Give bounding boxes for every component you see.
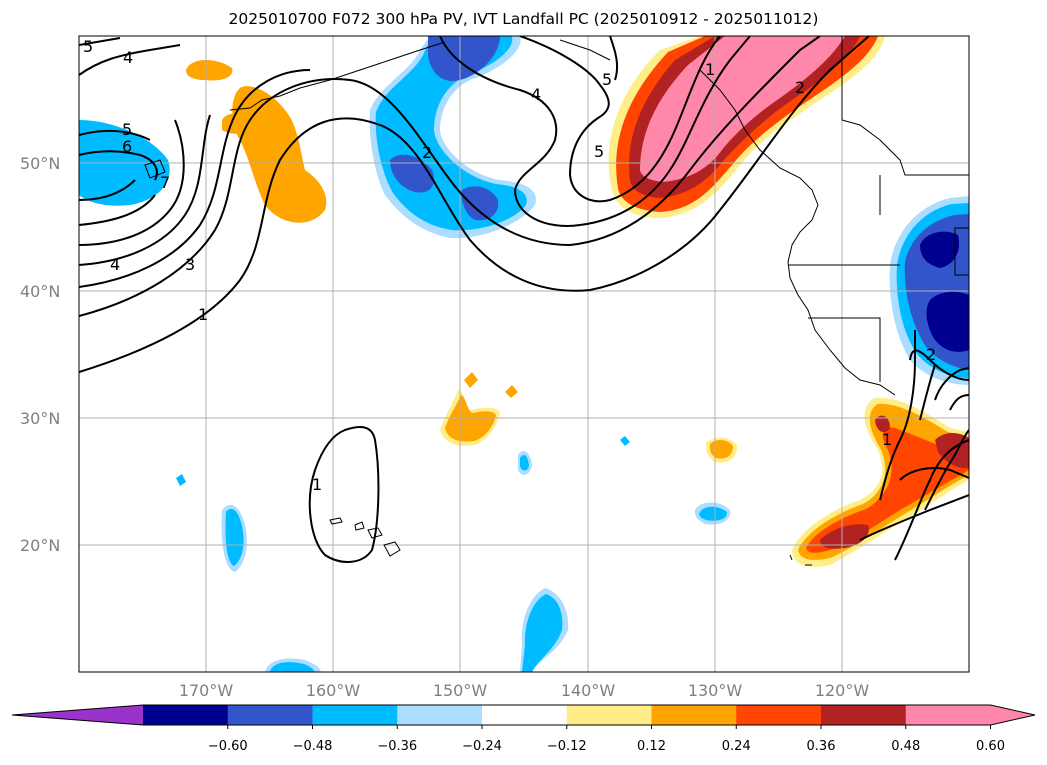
- colorbar-tick-label: −0.48: [293, 739, 333, 754]
- lon-label: 130°W: [688, 681, 743, 700]
- contour-label: 4: [531, 85, 541, 104]
- contour-label: 7: [160, 173, 170, 192]
- ivt-pc-shading: [79, 36, 969, 672]
- latitude-labels: 50°N 40°N 30°N 20°N: [20, 154, 60, 555]
- lon-label: 140°W: [561, 681, 616, 700]
- contour-label: 1: [312, 475, 322, 494]
- contour-label: 4: [123, 48, 133, 67]
- lon-label: 160°W: [306, 681, 361, 700]
- colorbar-extend-max: [990, 705, 1035, 725]
- map-frame: [78, 35, 970, 673]
- map-area: [79, 36, 969, 672]
- colorbar-tick-label: 0.24: [722, 739, 751, 754]
- contour-label: 2: [926, 345, 936, 364]
- lat-label: 20°N: [20, 536, 60, 555]
- map-title: 2025010700 F072 300 hPa PV, IVT Landfall…: [228, 10, 819, 28]
- colorbar-tick-label: −0.60: [208, 739, 248, 754]
- colorbar-outline: [11, 704, 1036, 726]
- contour-label: 5: [83, 37, 93, 56]
- colorbar-tick-label: −0.36: [377, 739, 417, 754]
- coastlines: [229, 36, 969, 561]
- graticule: [79, 36, 969, 672]
- colorbar-extend-min: [12, 705, 143, 725]
- lon-label: 170°W: [179, 681, 234, 700]
- longitude-labels: 170°W 160°W 150°W 140°W 130°W 120°W: [179, 681, 870, 700]
- colorbar: [11, 704, 1036, 726]
- contour-label: 5: [122, 120, 132, 139]
- lon-label: 120°W: [815, 681, 870, 700]
- contour-label: 1: [705, 60, 715, 79]
- lat-label: 30°N: [20, 409, 60, 428]
- lat-label: 50°N: [20, 154, 60, 173]
- colorbar-segment: [905, 705, 991, 725]
- pv-contours: [79, 36, 969, 563]
- contour-label: 1: [198, 305, 208, 324]
- lon-label: 150°W: [433, 681, 488, 700]
- contour-label: 1: [882, 430, 892, 449]
- contour-label: 3: [185, 255, 195, 274]
- colorbar-tick-label: 0.48: [891, 739, 920, 754]
- colorbar-segment: [821, 705, 907, 725]
- contour-label: 6: [122, 137, 132, 156]
- contour-label: 4: [110, 255, 120, 274]
- lat-label: 40°N: [20, 282, 60, 301]
- contour-label: 2: [422, 143, 432, 162]
- colorbar-segment: [651, 705, 737, 725]
- colorbar-segment: [482, 705, 568, 725]
- colorbar-tick-label: 0.36: [807, 739, 836, 754]
- colorbar-tick-label: −0.12: [547, 739, 587, 754]
- colorbar-labels: −0.60 −0.48 −0.36 −0.24 −0.12 0.12 0.24 0.36 0.4…: [208, 725, 1005, 754]
- colorbar-tick-label: 0.12: [637, 739, 666, 754]
- colorbar-tick-label: −0.24: [462, 739, 502, 754]
- contour-labels: 5 4 5 6 7 4 3 1 2 4 5 5 1 2 1 1 2: [83, 37, 936, 494]
- colorbar-segment: [312, 705, 398, 725]
- contour-label: 5: [602, 70, 612, 89]
- colorbar-segment: [227, 705, 313, 725]
- colorbar-tick-label: 0.60: [976, 739, 1005, 754]
- colorbar-segment: [397, 705, 483, 725]
- contour-label: 5: [594, 142, 604, 161]
- contour-label: 2: [795, 78, 805, 97]
- islands: [144, 159, 812, 566]
- colorbar-segment: [566, 705, 652, 725]
- colorbar-segment: [143, 705, 229, 725]
- colorbar-segment: [736, 705, 822, 725]
